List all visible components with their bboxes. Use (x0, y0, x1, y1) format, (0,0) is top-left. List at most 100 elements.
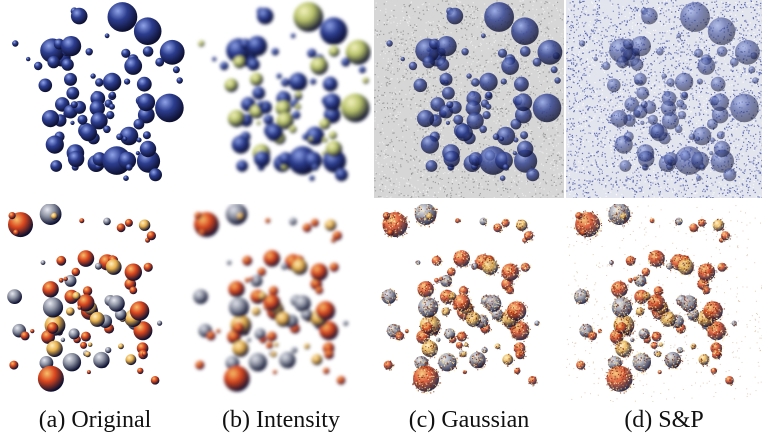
sphere (328, 46, 340, 57)
sphere (232, 340, 249, 357)
sphere (116, 133, 123, 141)
sphere (417, 281, 434, 298)
sphere (64, 72, 77, 86)
sphere (133, 321, 153, 341)
sphere (280, 262, 288, 270)
panel-blue-original (0, 0, 186, 198)
sphere (236, 212, 244, 220)
sphere (206, 331, 216, 341)
sphere (735, 39, 760, 65)
sphere (194, 212, 202, 220)
sphere (696, 175, 702, 181)
sphere (497, 48, 508, 58)
sphere (607, 78, 621, 93)
sphere (199, 229, 206, 236)
sphere (70, 101, 78, 109)
sphere (34, 61, 43, 71)
sphere (292, 111, 301, 120)
sphere (88, 342, 93, 347)
sphere (500, 78, 507, 85)
sphere (358, 66, 366, 74)
sphere (257, 267, 266, 277)
sphere (212, 56, 217, 62)
sphere (615, 322, 628, 334)
caption-original: (a) Original (38, 407, 152, 433)
sphere (26, 56, 31, 62)
sphere (136, 149, 161, 173)
sphere (712, 219, 725, 231)
sphere (455, 341, 463, 349)
sphere (710, 76, 726, 92)
sphere (294, 295, 311, 312)
sphere (105, 259, 122, 275)
sphere (307, 48, 317, 58)
sphere (485, 103, 492, 110)
sphere (66, 86, 80, 100)
sphere (79, 124, 97, 142)
sphere (58, 277, 64, 283)
sphere (289, 217, 297, 226)
sphere (680, 2, 710, 32)
sphere (109, 91, 116, 99)
sphere (713, 140, 731, 158)
sphere (302, 223, 312, 233)
sphere (309, 175, 315, 181)
sphere (456, 331, 467, 342)
sphere (266, 331, 277, 342)
sphere (266, 341, 274, 349)
sphere (20, 331, 30, 341)
sphere (39, 204, 62, 225)
sphere (716, 46, 728, 57)
sphere (723, 168, 737, 182)
sphere (268, 286, 279, 296)
sphere (250, 72, 263, 86)
sphere (656, 48, 664, 56)
sphere (707, 17, 736, 45)
sphere (436, 36, 457, 57)
sphere (136, 76, 152, 92)
sphere (310, 218, 319, 227)
sphere (479, 217, 488, 226)
sphere (345, 39, 371, 65)
sphere (195, 360, 205, 370)
sphere (256, 120, 261, 125)
sphere (466, 112, 484, 130)
sphere (123, 175, 129, 181)
sphere (640, 120, 645, 125)
sphere (290, 33, 296, 39)
sphere (479, 72, 498, 92)
sphere (610, 110, 628, 128)
sphere (149, 168, 162, 182)
sphere (311, 354, 323, 366)
sphere (341, 57, 351, 67)
sphere (124, 78, 131, 85)
sphere (387, 229, 394, 236)
sphere (660, 100, 677, 116)
sphere (155, 93, 184, 123)
sphere (573, 289, 589, 304)
sphere (711, 93, 729, 112)
sphere (291, 259, 308, 275)
sphere (61, 36, 82, 57)
sphere (108, 295, 125, 312)
sphere (649, 218, 655, 224)
sphere (633, 72, 647, 86)
volume-render-blue-gaussian (374, 0, 564, 198)
sphere (465, 100, 482, 116)
sphere (716, 131, 725, 140)
sphere (90, 112, 108, 130)
sphere (172, 66, 180, 74)
sphere (328, 131, 337, 140)
sphere (80, 341, 88, 349)
sphere (13, 229, 20, 236)
sphere (80, 331, 91, 342)
sphere (422, 55, 435, 69)
sphere (223, 365, 250, 392)
sphere (710, 137, 715, 143)
sphere (638, 150, 655, 168)
sphere (579, 229, 587, 236)
sphere (513, 137, 519, 143)
sphere (512, 151, 517, 156)
sphere (648, 114, 658, 125)
sphere (688, 133, 696, 141)
